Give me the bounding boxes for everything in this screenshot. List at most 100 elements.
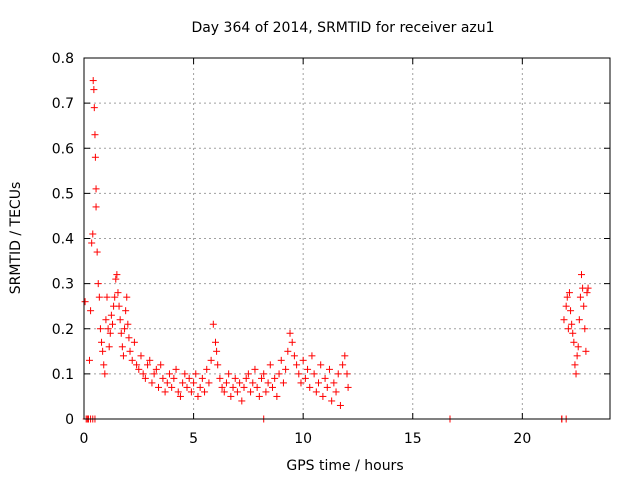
data-point: [148, 379, 156, 387]
data-point: [328, 397, 336, 405]
data-point: [279, 379, 287, 387]
data-point: [93, 248, 101, 256]
data-point: [574, 343, 582, 351]
data-point: [176, 392, 184, 400]
data-point: [238, 397, 246, 405]
data-point: [98, 338, 106, 346]
data-point: [121, 325, 129, 333]
y-axis-label: SRMTID / TECUs: [8, 182, 24, 295]
plot-frame: [83, 57, 611, 420]
data-point: [582, 347, 590, 355]
data-point: [126, 347, 134, 355]
data-point: [190, 379, 198, 387]
data-point: [146, 356, 154, 364]
data-point: [304, 365, 312, 373]
data-point: [135, 365, 143, 373]
data-point: [115, 302, 123, 310]
data-point: [332, 388, 340, 396]
data-point: [222, 379, 230, 387]
data-point: [192, 370, 200, 378]
data-point: [297, 379, 305, 387]
data-point: [236, 379, 244, 387]
x-tick-label: 20: [513, 431, 531, 447]
data-point: [578, 271, 586, 279]
chart-title: Day 364 of 2014, SRMTID for receiver azu…: [191, 20, 494, 36]
data-point: [233, 388, 241, 396]
data-point: [103, 293, 111, 301]
data-point: [562, 302, 570, 310]
data-point: [130, 338, 138, 346]
data-point: [90, 104, 98, 112]
data-point: [575, 316, 583, 324]
data-point: [339, 361, 347, 369]
data-point: [225, 370, 233, 378]
x-tick-label: 10: [294, 431, 312, 447]
data-point: [277, 356, 285, 364]
data-point: [268, 383, 276, 391]
data-point: [112, 275, 120, 283]
data-point: [101, 370, 109, 378]
data-point: [583, 289, 591, 297]
y-tick-label: 0.6: [52, 141, 74, 157]
data-point: [573, 352, 581, 360]
data-point: [196, 383, 204, 391]
data-point: [336, 401, 344, 409]
data-point: [584, 284, 592, 292]
data-point: [114, 289, 122, 297]
data-point: [344, 383, 352, 391]
y-tick-label: 0.1: [52, 367, 74, 383]
data-point: [108, 320, 116, 328]
data-point: [240, 383, 248, 391]
data-point: [231, 374, 239, 382]
data-point: [187, 388, 195, 396]
data-point: [258, 374, 266, 382]
data-point: [124, 320, 132, 328]
data-point: [92, 203, 100, 211]
data-point: [157, 361, 165, 369]
data-point: [209, 320, 217, 328]
data-point: [212, 338, 219, 346]
data-point: [94, 280, 102, 288]
data-point: [102, 316, 110, 324]
data-point: [163, 379, 171, 387]
data-point: [155, 383, 163, 391]
data-point: [321, 374, 329, 382]
data-point: [323, 383, 331, 391]
data-point: [96, 325, 104, 333]
data-point: [569, 329, 577, 337]
data-point: [310, 370, 318, 378]
data-point: [161, 388, 169, 396]
x-axis-label: GPS time / hours: [286, 458, 403, 474]
data-point: [117, 329, 125, 337]
axis-ticks: 0 0.1 0.2 0.3 0.4 0.5 0.6 0.7 0.8 0 5 10 15 20: [52, 51, 610, 447]
data-point: [125, 334, 133, 342]
data-point: [133, 361, 141, 369]
data-point: [330, 379, 338, 387]
data-point: [247, 388, 255, 396]
data-point: [116, 316, 124, 324]
y-tick-label: 0.7: [52, 96, 74, 112]
data-point: [107, 311, 115, 319]
x-tick-label: 5: [189, 431, 198, 447]
data-point: [580, 302, 588, 310]
data-point: [341, 352, 349, 360]
data-point: [205, 379, 213, 387]
data-point: [150, 370, 158, 378]
data-point: [183, 383, 191, 391]
data-point: [201, 388, 209, 396]
data-point: [315, 379, 323, 387]
data-point: [181, 370, 189, 378]
data-point: [560, 316, 568, 324]
data-point: [568, 320, 576, 328]
data-point: [308, 352, 316, 360]
data-point: [165, 370, 173, 378]
data-point: [255, 392, 263, 400]
data-point: [99, 347, 107, 355]
data-point: [306, 383, 314, 391]
data-point: [563, 293, 571, 301]
data-point: [81, 298, 89, 306]
data-point: [113, 271, 121, 279]
data-point: [572, 370, 580, 378]
data-point: [293, 361, 301, 369]
data-point: [218, 383, 226, 391]
